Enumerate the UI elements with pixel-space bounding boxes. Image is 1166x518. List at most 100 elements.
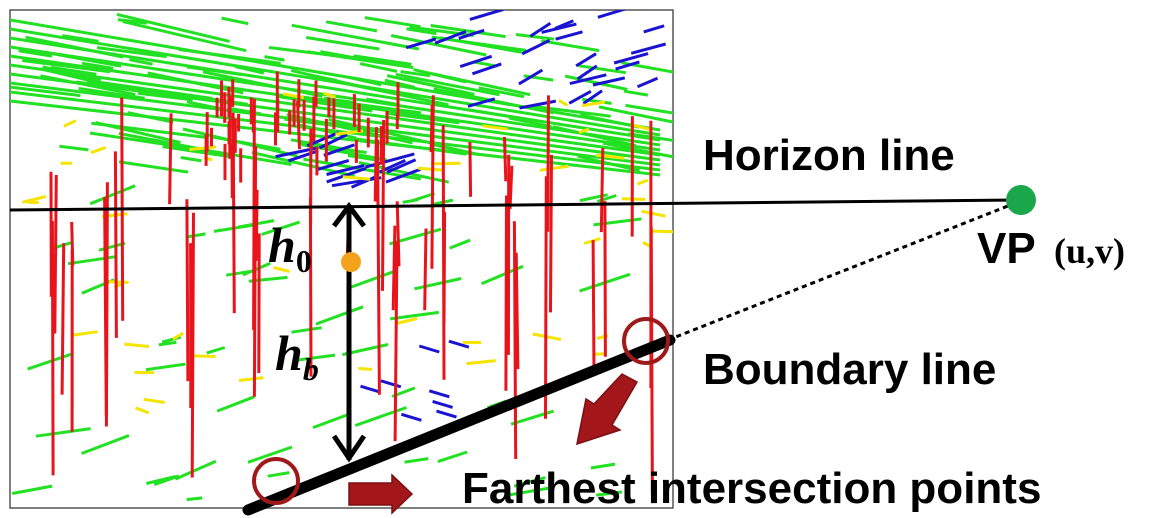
horizontal-segment bbox=[35, 427, 91, 438]
vertical-segment bbox=[373, 127, 378, 202]
horizontal-segment bbox=[122, 20, 247, 53]
vertical-segment bbox=[70, 221, 75, 266]
horizontal-segment bbox=[541, 39, 600, 53]
horizontal-segment bbox=[247, 445, 293, 464]
height-measure-arrow bbox=[331, 201, 367, 463]
horizontal-segment bbox=[10, 85, 81, 98]
horizontal-segment bbox=[185, 232, 206, 239]
horizontal-segment bbox=[10, 18, 661, 132]
horizontal-segment bbox=[312, 411, 352, 430]
vanishing-segment bbox=[576, 64, 598, 81]
horizontal-segment bbox=[118, 131, 203, 151]
horizontal-segment bbox=[384, 78, 416, 89]
horizontal-segment bbox=[325, 20, 378, 33]
horizontal-segment bbox=[292, 353, 336, 363]
vanishing-segment bbox=[630, 42, 667, 55]
horizontal-segment bbox=[10, 27, 661, 137]
horizontal-segment bbox=[206, 346, 226, 355]
horizontal-segment bbox=[623, 89, 649, 97]
horizontal-segment bbox=[261, 220, 301, 236]
horizontal-segment bbox=[449, 238, 471, 250]
vanishing-segment bbox=[326, 166, 367, 184]
vanishing-segment bbox=[386, 158, 417, 174]
horizontal-segment bbox=[390, 310, 439, 321]
horizontal-segment bbox=[78, 87, 145, 100]
vertical-segment bbox=[395, 201, 401, 267]
vp-marker bbox=[1006, 185, 1036, 215]
vertical-segment bbox=[549, 154, 553, 313]
vanishing-segment bbox=[467, 97, 496, 108]
vanishing-segment bbox=[471, 62, 502, 76]
misc-segment bbox=[417, 166, 444, 172]
horizontal-segment bbox=[145, 362, 186, 372]
misc-segment bbox=[323, 91, 336, 99]
horizontal-segment bbox=[403, 77, 475, 96]
vanishing-segment bbox=[418, 344, 440, 354]
vertical-segment bbox=[442, 211, 447, 323]
horizontal-segment bbox=[118, 160, 189, 174]
misc-segment bbox=[90, 145, 107, 155]
farthest-points-label: Farthest intersection points bbox=[462, 464, 1041, 513]
horizontal-segment bbox=[596, 490, 622, 497]
misc-segment bbox=[649, 229, 673, 234]
horizon-line bbox=[9, 198, 1021, 212]
horizontal-segment bbox=[278, 95, 373, 113]
horizontal-segment bbox=[346, 269, 395, 291]
intersection-marker-top bbox=[622, 317, 670, 365]
vertical-segment bbox=[296, 100, 301, 150]
horizontal-segment bbox=[506, 486, 553, 497]
horizontal-segment bbox=[353, 54, 412, 66]
misc-segment bbox=[581, 100, 606, 108]
vertical-segment bbox=[514, 252, 520, 370]
vertical-segment bbox=[468, 141, 473, 197]
vanishing-segment bbox=[582, 89, 603, 105]
horizontal-segment bbox=[96, 46, 167, 59]
misc-segment bbox=[72, 330, 98, 337]
vanishing-segment bbox=[405, 37, 437, 50]
vanishing-segment bbox=[518, 68, 544, 86]
horizontal-segment bbox=[307, 50, 414, 70]
h0-main: h bbox=[268, 217, 296, 273]
horizontal-segment bbox=[395, 72, 500, 97]
vertical-segment bbox=[591, 240, 596, 376]
horizon-line-label: Horizon line bbox=[703, 131, 955, 180]
vanishing-segment bbox=[400, 412, 422, 422]
misc-segment bbox=[134, 406, 150, 415]
vanishing-segment bbox=[434, 30, 467, 45]
misc-segment bbox=[124, 342, 150, 348]
horizontal-segment bbox=[11, 484, 53, 495]
horizontal-segment bbox=[81, 434, 130, 455]
vanishing-segment bbox=[365, 152, 415, 169]
vanishing-segment bbox=[318, 133, 348, 150]
vertical-segment bbox=[430, 95, 435, 269]
misc-segment bbox=[595, 153, 625, 160]
vertical-segment bbox=[113, 151, 118, 338]
vanishing-segment bbox=[521, 39, 551, 56]
horizontal-segment bbox=[359, 62, 398, 73]
vertical-segment bbox=[393, 241, 399, 442]
misc-segment bbox=[558, 99, 569, 107]
vertical-segment bbox=[599, 148, 605, 233]
horizontal-segment bbox=[406, 27, 437, 36]
vertical-segment bbox=[190, 212, 195, 478]
horizontal-segment bbox=[625, 103, 673, 115]
vertical-segment bbox=[308, 197, 313, 377]
horizontal-segment bbox=[305, 36, 380, 51]
horizontal-segment bbox=[95, 121, 181, 145]
horizontal-segment bbox=[437, 450, 468, 464]
h0-label: h0 bbox=[268, 217, 312, 279]
vanishing-segment bbox=[436, 409, 457, 419]
vanishing-segment bbox=[643, 24, 665, 34]
horizontal-segment bbox=[10, 36, 661, 142]
horizontal-segment bbox=[284, 117, 389, 135]
vertical-segment bbox=[103, 197, 108, 416]
horizontal-segment bbox=[578, 64, 627, 75]
vanishing-segment bbox=[380, 379, 402, 389]
misc-segment bbox=[630, 123, 650, 131]
horizontal-segment bbox=[209, 135, 281, 151]
arrow-down-left-icon bbox=[576, 373, 639, 446]
horizontal-segment bbox=[216, 395, 256, 413]
vertical-segment bbox=[512, 221, 518, 460]
misc-segment bbox=[273, 266, 290, 273]
